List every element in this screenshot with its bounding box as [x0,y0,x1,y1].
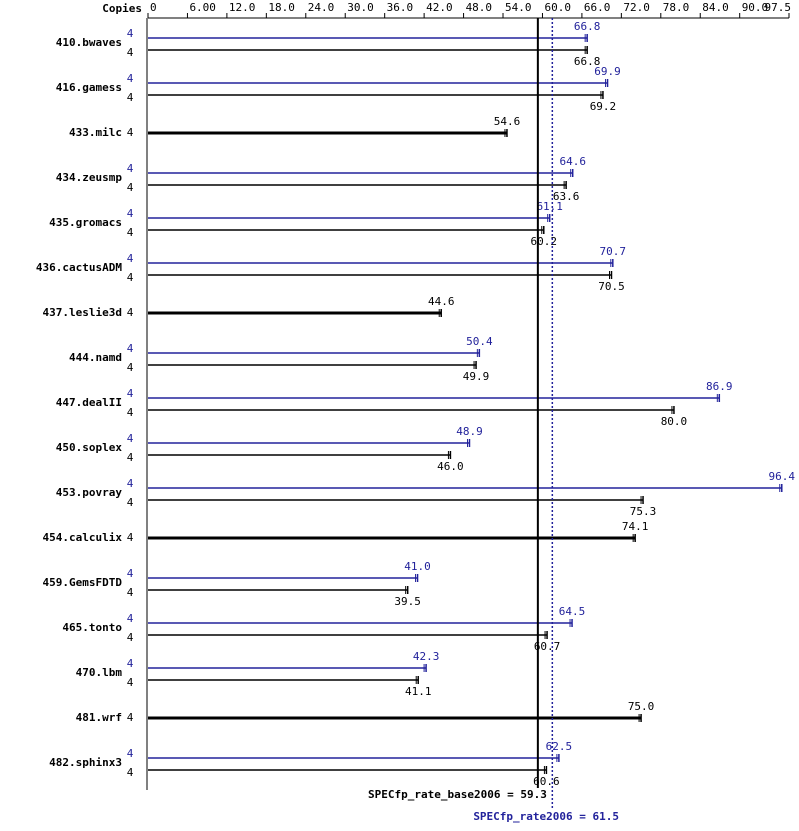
copies-label: 4 [127,496,134,509]
copies-label: 4 [127,207,134,220]
copies-label: 4 [127,766,134,779]
copies-label: 4 [127,271,134,284]
copies-label: 4 [127,27,134,40]
value-label: 64.5 [559,605,586,618]
benchmark-label: 434.zeusmp [56,171,123,184]
x-tick-label: 97.5 [765,1,792,14]
value-label: 62.5 [546,740,573,753]
copies-label: 4 [127,361,134,374]
x-tick-label: 18.0 [268,1,295,14]
copies-header: Copies [102,2,142,15]
value-label: 46.0 [437,460,464,473]
value-label: 80.0 [661,415,688,428]
value-label: 48.9 [456,425,483,438]
copies-label: 4 [127,711,134,724]
benchmark-label: 436.cactusADM [36,261,122,274]
peak-reference-label: SPECfp_rate2006 = 61.5 [473,810,619,823]
x-tick-label: 0 [150,1,157,14]
benchmark-label: 447.dealII [56,396,122,409]
value-label: 96.4 [769,470,796,483]
copies-label: 4 [127,162,134,175]
copies-label: 4 [127,612,134,625]
value-label: 54.6 [494,115,521,128]
copies-label: 4 [127,306,134,319]
benchmark-label: 465.tonto [62,621,122,634]
copies-label: 4 [127,676,134,689]
value-label: 44.6 [428,295,455,308]
x-tick-label: 12.0 [229,1,256,14]
copies-label: 4 [127,406,134,419]
value-label: 69.9 [594,65,621,78]
x-tick-label: 84.0 [702,1,729,14]
value-label: 66.8 [574,55,601,68]
x-tick-label: 24.0 [308,1,335,14]
copies-label: 4 [127,46,134,59]
value-label: 75.0 [628,700,655,713]
value-label: 42.3 [413,650,440,663]
x-tick-label: 48.0 [466,1,493,14]
copies-label: 4 [127,91,134,104]
copies-label: 4 [127,387,134,400]
value-label: 69.2 [590,100,617,113]
x-tick-label: 60.0 [544,1,571,14]
copies-label: 4 [127,181,134,194]
copies-label: 4 [127,477,134,490]
x-tick-label: 30.0 [347,1,374,14]
benchmark-label: 437.leslie3d [43,306,122,319]
value-label: 70.7 [600,245,627,258]
benchmark-label: 435.gromacs [49,216,122,229]
copies-label: 4 [127,586,134,599]
value-label: 49.9 [463,370,490,383]
value-label: 70.5 [598,280,625,293]
copies-label: 4 [127,567,134,580]
x-tick-label: 90.0 [742,1,769,14]
copies-label: 4 [127,451,134,464]
copies-label: 4 [127,657,134,670]
benchmark-label: 482.sphinx3 [49,756,122,769]
benchmark-label: 433.milc [69,126,122,139]
x-tick-label: 72.0 [623,1,650,14]
copies-label: 4 [127,342,134,355]
value-label: 86.9 [706,380,733,393]
x-tick-label: 66.0 [584,1,611,14]
value-label: 64.6 [559,155,586,168]
value-label: 63.6 [553,190,580,203]
benchmark-label: 410.bwaves [56,36,122,49]
copies-label: 4 [127,531,134,544]
value-label: 74.1 [622,520,649,533]
benchmark-label: 481.wrf [76,711,122,724]
value-label: 66.8 [574,20,601,33]
copies-label: 4 [127,631,134,644]
benchmark-label: 454.calculix [43,531,123,544]
benchmark-label: 453.povray [56,486,123,499]
value-label: 60.7 [534,640,561,653]
value-label: 61.1 [536,200,563,213]
benchmark-label: 416.gamess [56,81,122,94]
benchmark-label: 450.soplex [56,441,123,454]
benchmark-label: 459.GemsFDTD [43,576,123,589]
value-label: 75.3 [630,505,657,518]
x-tick-label: 78.0 [663,1,690,14]
value-label: 50.4 [466,335,493,348]
copies-label: 4 [127,747,134,760]
copies-label: 4 [127,252,134,265]
x-tick-label: 6.00 [189,1,216,14]
base-reference-label: SPECfp_rate_base2006 = 59.3 [368,788,547,801]
copies-label: 4 [127,226,134,239]
value-label: 41.0 [404,560,431,573]
benchmark-label: 444.namd [69,351,122,364]
value-label: 41.1 [405,685,432,698]
copies-label: 4 [127,432,134,445]
value-label: 39.5 [394,595,421,608]
x-tick-label: 42.0 [426,1,453,14]
copies-label: 4 [127,72,134,85]
x-tick-label: 36.0 [387,1,414,14]
benchmark-label: 470.lbm [76,666,123,679]
x-tick-label: 54.0 [505,1,532,14]
copies-label: 4 [127,126,134,139]
